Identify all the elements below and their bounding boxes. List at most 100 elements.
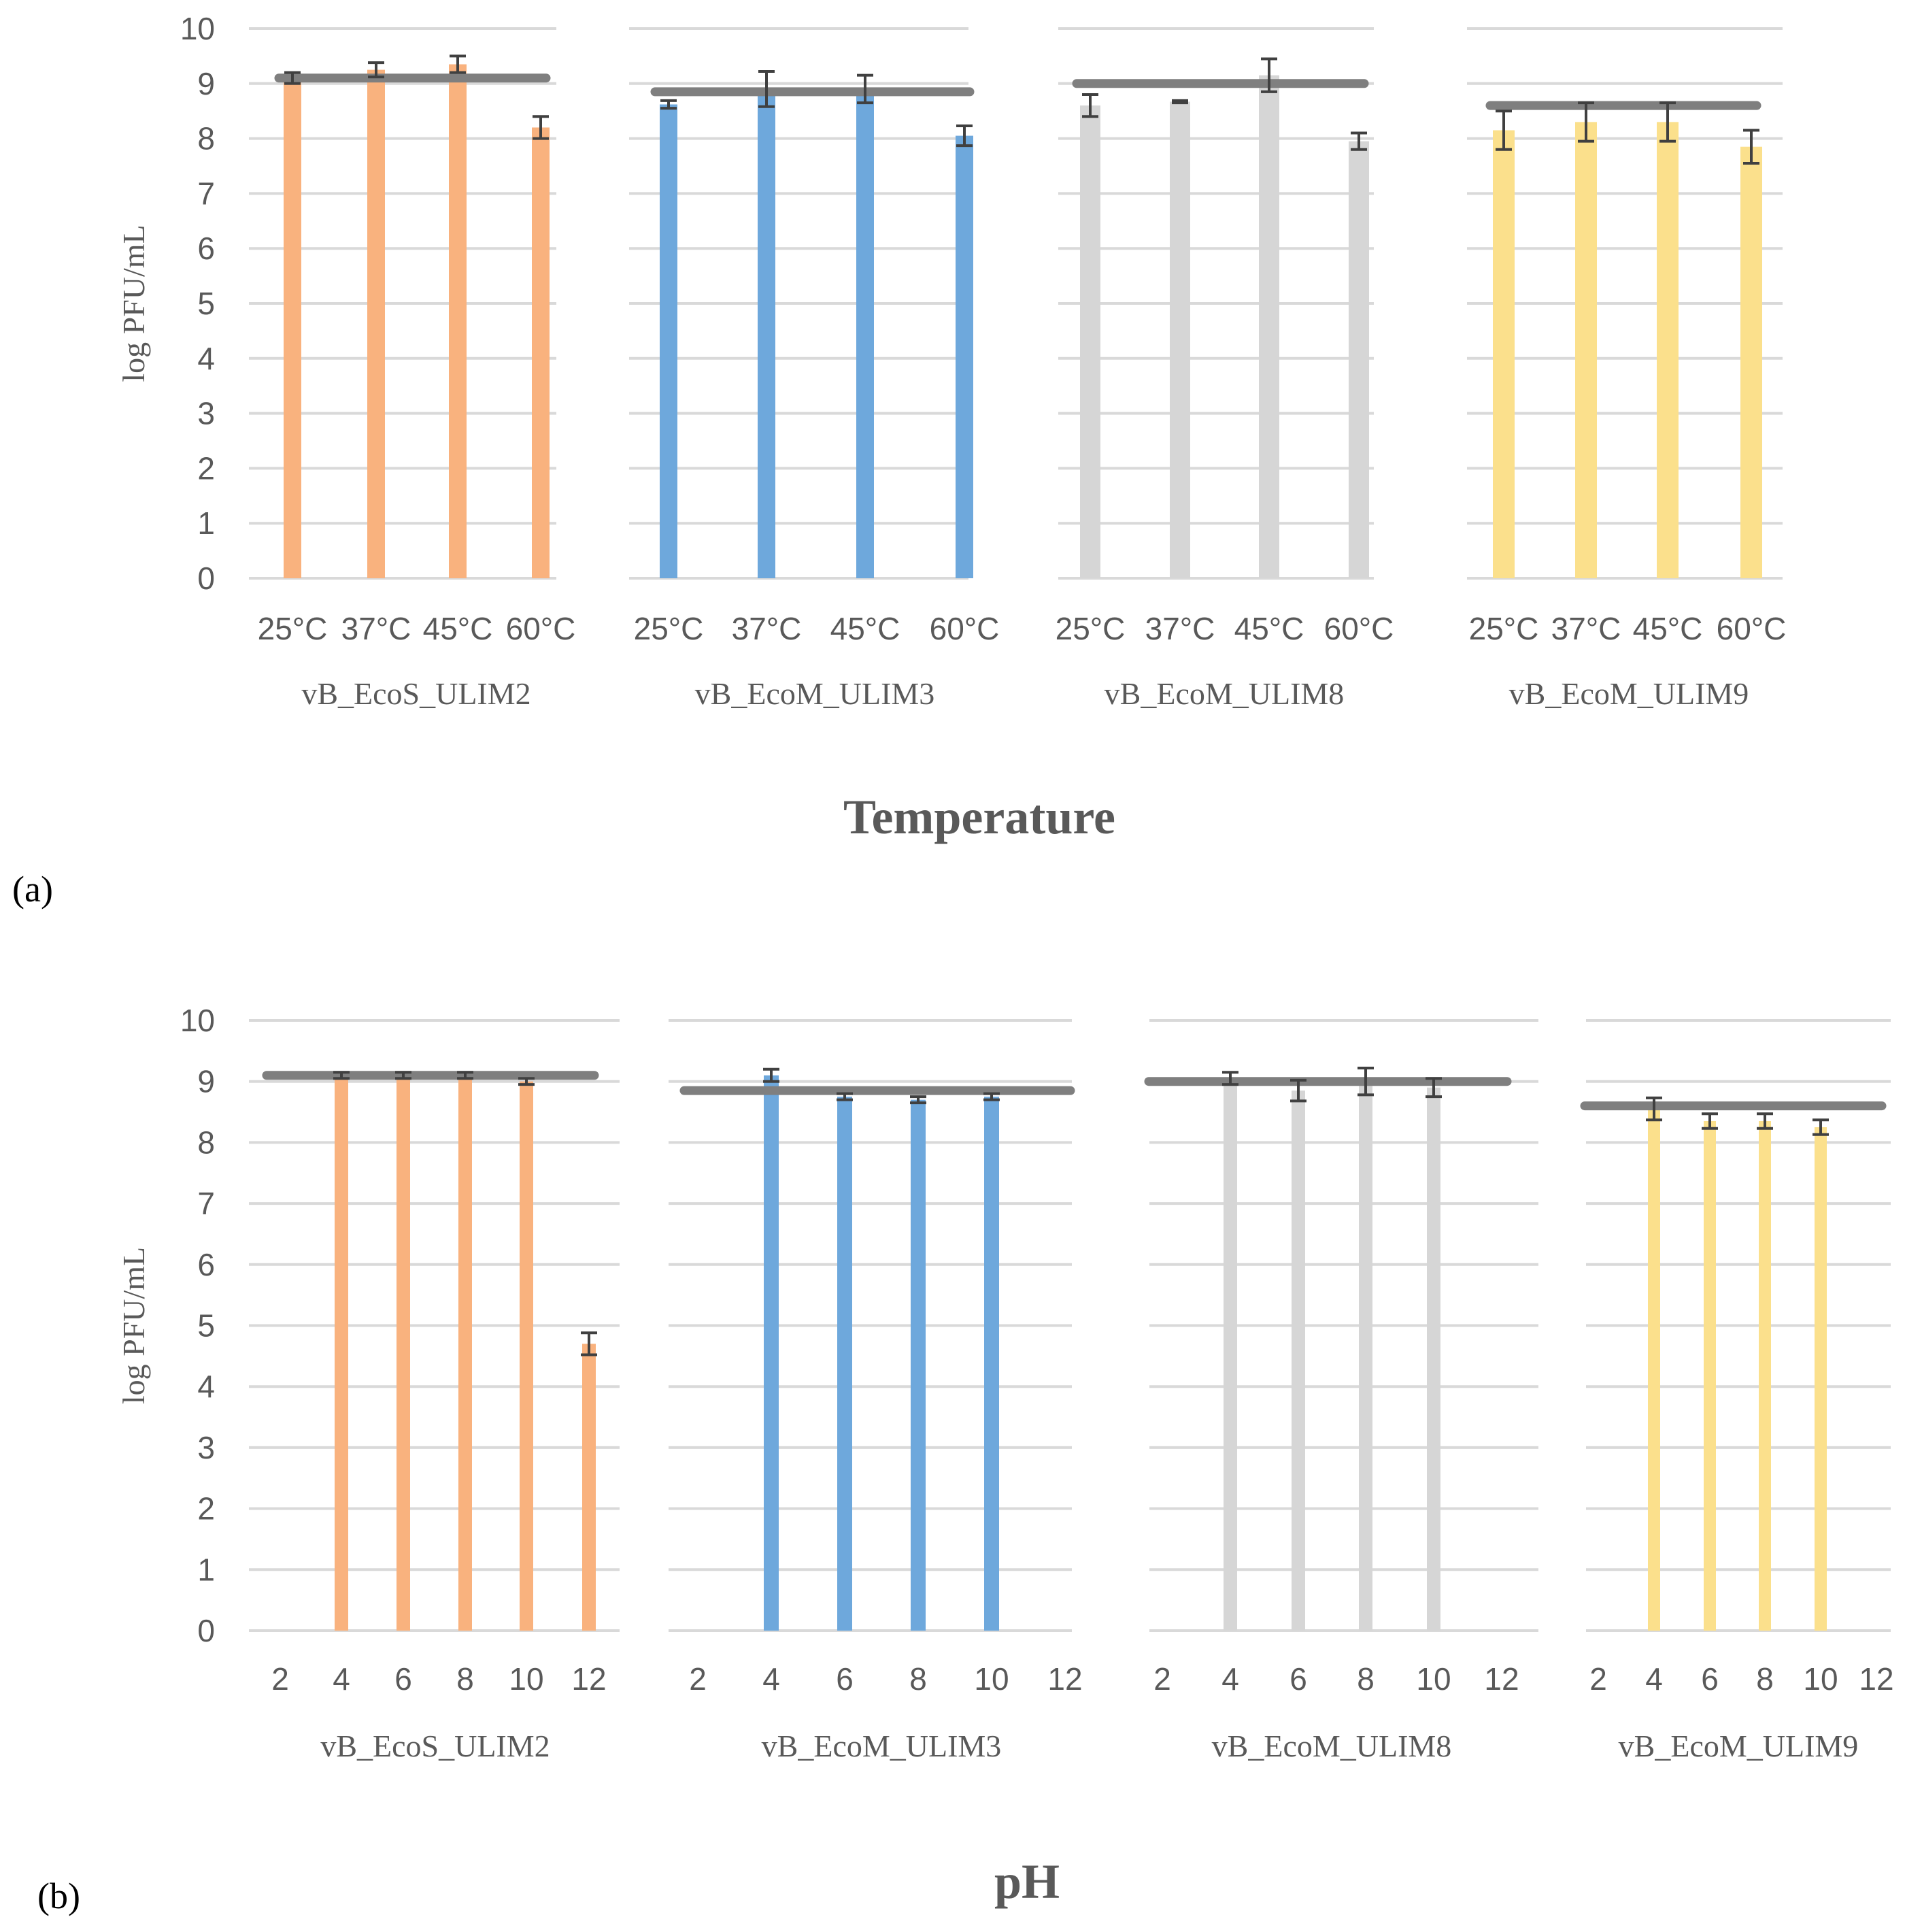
bar — [1349, 141, 1369, 578]
x-tick-label: 25°C — [634, 611, 704, 646]
bar — [1704, 1121, 1716, 1631]
group-vB_EcoM_ULIM8: 25°C 37°C 45°C 60°C vB_EcoM_ULIM8 — [1056, 57, 1394, 711]
group-vB_EcoM_ULIM3: 25°C 37°C 45°C 60°C vB_EcoM_ULIM3 — [634, 70, 1000, 711]
x-tick-label: 8 — [456, 1661, 474, 1697]
bar — [1080, 105, 1100, 578]
x-tick-label: 45°C — [830, 611, 900, 646]
x-tick-label: 25°C — [258, 611, 328, 646]
x-tick-label: 2 — [271, 1661, 289, 1697]
x-tick-label: 60°C — [1324, 611, 1394, 646]
y-tick-label: 7 — [197, 176, 215, 211]
bar — [1170, 101, 1190, 579]
x-tick-label: 12 — [1484, 1661, 1519, 1697]
y-tick-label: 5 — [197, 1308, 215, 1344]
x-tick-label: 25°C — [1469, 611, 1539, 646]
panel-label: (a) — [12, 869, 53, 910]
bar — [764, 1075, 779, 1631]
x-tick-label: 60°C — [930, 611, 1000, 646]
panel-label: (b) — [37, 1876, 80, 1916]
bar — [1359, 1081, 1372, 1631]
bar — [1427, 1087, 1440, 1631]
bar — [1657, 122, 1679, 579]
group-vB_EcoM_ULIM8: 2 4 6 8 10 12 vB_EcoM_ULIM8 — [1144, 1066, 1519, 1763]
y-axis-label: log PFU/mL — [116, 1247, 151, 1404]
bar — [1493, 130, 1515, 579]
x-tick-label: 37°C — [732, 611, 802, 646]
bar — [397, 1075, 410, 1631]
group-vB_EcoM_ULIM3: 2 4 6 8 10 12 vB_EcoM_ULIM3 — [679, 1067, 1083, 1763]
bar — [284, 78, 301, 579]
y-tick-label: 3 — [197, 1430, 215, 1465]
y-tick-label: 7 — [197, 1186, 215, 1221]
x-tick-label: 12 — [1859, 1661, 1893, 1697]
bar — [1759, 1121, 1771, 1631]
y-tick-label: 0 — [197, 561, 215, 596]
y-tick-label: 8 — [197, 1125, 215, 1160]
y-tick-label: 1 — [197, 1552, 215, 1587]
y-tick-label: 10 — [180, 1003, 215, 1038]
bar — [1292, 1090, 1305, 1631]
x-tick-label: 10 — [1803, 1661, 1838, 1697]
x-tick-label: 4 — [1645, 1661, 1663, 1697]
x-tick-label: 4 — [762, 1661, 780, 1697]
bar — [984, 1097, 999, 1631]
y-tick-label: 1 — [197, 505, 215, 541]
x-tick-label: 10 — [1416, 1661, 1451, 1697]
group-label: vB_EcoS_ULIM2 — [301, 676, 530, 711]
y-tick-label: 6 — [197, 1247, 215, 1282]
bar — [520, 1081, 533, 1631]
x-tick-label: 10 — [509, 1661, 543, 1697]
y-tick-label: 6 — [197, 231, 215, 266]
bar — [1740, 146, 1762, 579]
bar — [837, 1097, 852, 1631]
x-tick-label: 6 — [1701, 1661, 1719, 1697]
x-tick-label: 6 — [394, 1661, 412, 1697]
x-tick-label: 2 — [689, 1661, 707, 1697]
bar — [458, 1075, 472, 1631]
y-tick-label: 0 — [197, 1613, 215, 1648]
x-tick-label: 45°C — [1633, 611, 1703, 646]
x-tick-label: 2 — [1153, 1661, 1171, 1697]
panel-a: 0 1 2 3 4 5 6 7 8 9 10 log PFU/mL 25°C 37°C 45°C 60°C vB… — [12, 11, 1786, 910]
x-tick-label: 8 — [1756, 1661, 1774, 1697]
x-tick-label: 10 — [974, 1661, 1009, 1697]
group-vB_EcoS_ULIM2: 2 4 6 8 10 12 vB_EcoS_ULIM2 — [262, 1071, 607, 1763]
y-tick-label: 2 — [197, 450, 215, 486]
x-tick-label: 8 — [909, 1661, 927, 1697]
x-tick-label: 2 — [1589, 1661, 1607, 1697]
x-tick-label: 60°C — [1717, 611, 1787, 646]
bar — [1575, 122, 1597, 579]
bar — [335, 1075, 348, 1631]
x-tick-label: 37°C — [341, 611, 411, 646]
x-tick-label: 45°C — [1234, 611, 1304, 646]
bar — [1224, 1078, 1237, 1631]
group-label: vB_EcoM_ULIM3 — [762, 1729, 1002, 1763]
bar — [660, 104, 677, 578]
bar — [449, 64, 467, 578]
bar — [956, 135, 973, 578]
x-tick-label: 6 — [1289, 1661, 1307, 1697]
y-tick-label: 2 — [197, 1491, 215, 1527]
y-axis-label: log PFU/mL — [116, 224, 151, 382]
bar — [367, 69, 385, 579]
x-tick-label: 12 — [1047, 1661, 1082, 1697]
group-label: vB_EcoM_ULIM3 — [695, 676, 935, 711]
x-tick-label: 45°C — [423, 611, 493, 646]
bar — [758, 88, 775, 578]
x-tick-label: 4 — [333, 1661, 350, 1697]
group-label: vB_EcoS_ULIM2 — [320, 1729, 550, 1763]
x-tick-label: 4 — [1221, 1661, 1239, 1697]
y-tick-label: 10 — [180, 11, 215, 46]
x-tick-label: 8 — [1357, 1661, 1375, 1697]
bar — [1815, 1127, 1827, 1631]
x-tick-label: 25°C — [1056, 611, 1126, 646]
y-tick-label: 9 — [197, 1064, 215, 1099]
x-tick-label: 37°C — [1551, 611, 1621, 646]
y-tick-label: 9 — [197, 66, 215, 101]
x-tick-label: 12 — [571, 1661, 606, 1697]
bar — [911, 1099, 926, 1631]
group-label: vB_EcoM_ULIM9 — [1509, 676, 1749, 711]
